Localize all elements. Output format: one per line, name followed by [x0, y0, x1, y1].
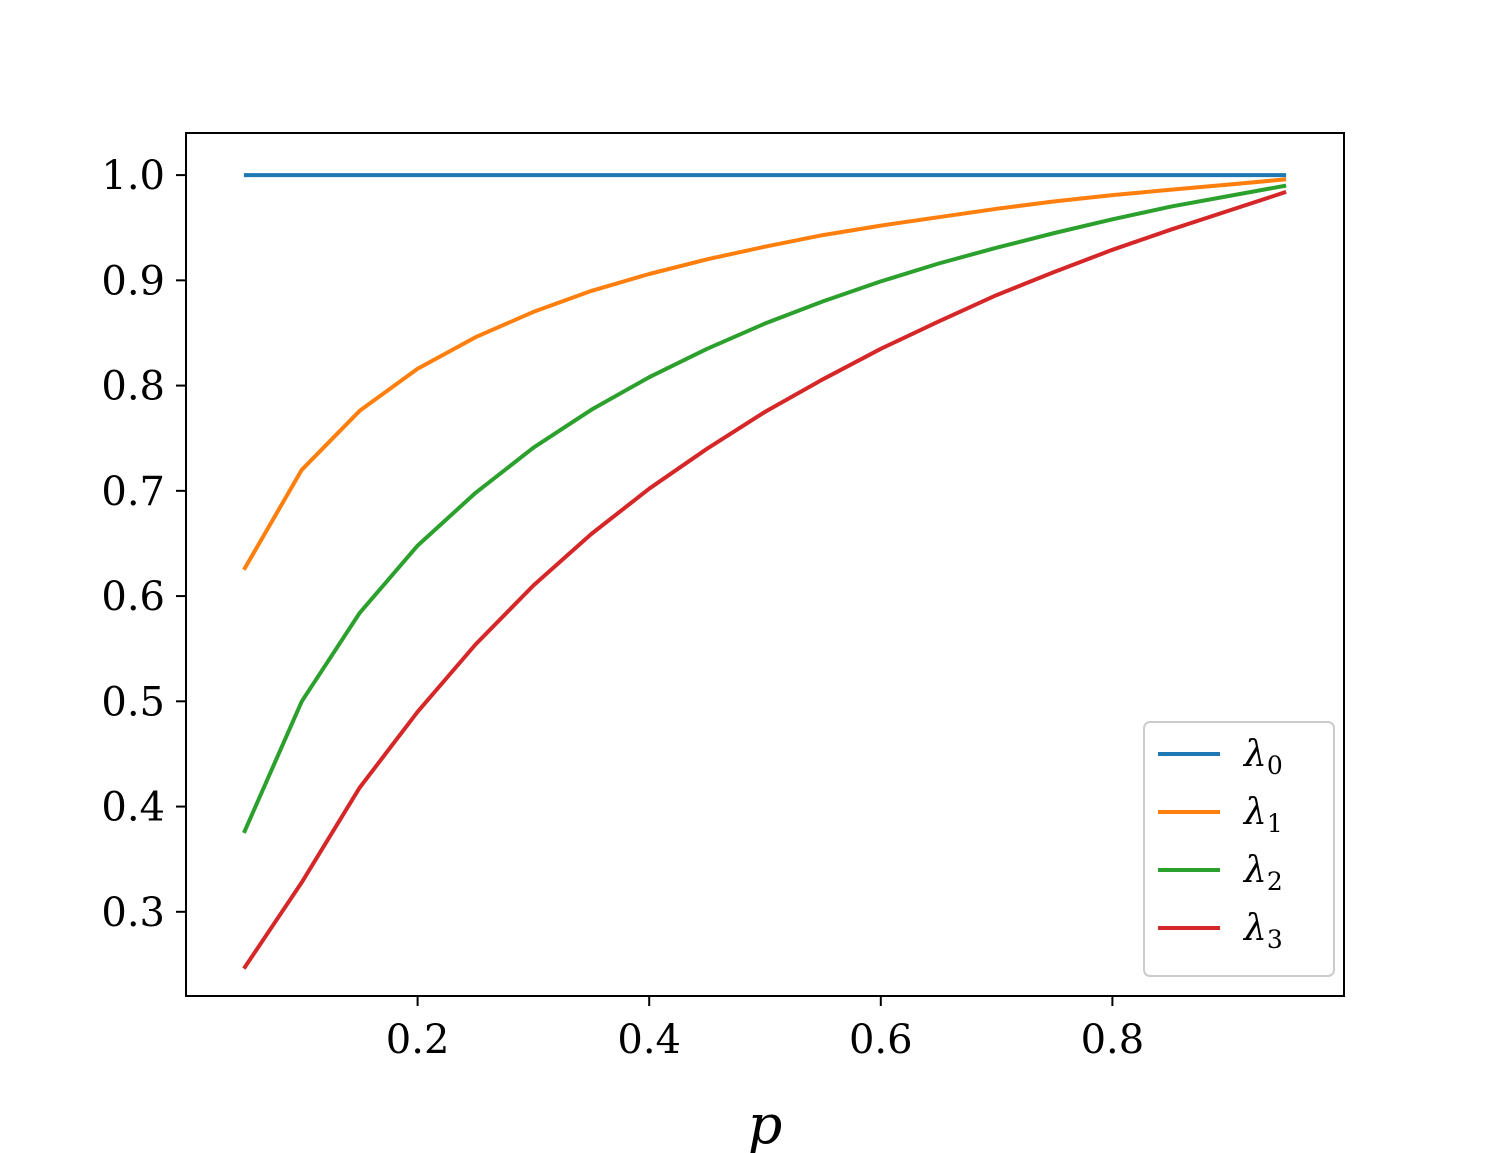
legend-label: λ3: [1242, 908, 1283, 954]
legend-label: λ2: [1242, 850, 1283, 896]
legend: λ0 λ1 λ2 λ3: [1143, 721, 1335, 977]
series-line-3: [242, 189, 1287, 970]
x-tick-label: 0.6: [849, 1017, 913, 1063]
series-layer: [242, 173, 1287, 970]
y-tick-label: 0.7: [101, 469, 165, 515]
x-axis-ticks: 0.2 0.4 0.6 0.8: [386, 996, 1144, 1063]
legend-label: λ1: [1242, 792, 1283, 838]
y-tick-label: 0.6: [101, 574, 165, 620]
y-tick-label: 1.0: [101, 153, 165, 199]
legend-label: λ0: [1242, 734, 1283, 780]
x-tick-label: 0.4: [617, 1017, 681, 1063]
y-tick-label: 0.4: [101, 785, 165, 831]
y-tick-label: 0.3: [101, 890, 165, 936]
y-axis-ticks: 0.3 0.4 0.5 0.6 0.7 0.8 0.9 1.0: [101, 153, 186, 936]
plot-frame: [185, 132, 1345, 997]
legend-box: [1143, 721, 1335, 977]
y-tick-label: 0.5: [101, 679, 165, 725]
x-tick-label: 0.2: [386, 1017, 450, 1063]
series-line-2: [242, 183, 1287, 834]
x-axis-label: p: [748, 1093, 783, 1153]
y-tick-label: 0.9: [101, 258, 165, 304]
series-line-1: [242, 177, 1287, 571]
y-tick-label: 0.8: [101, 364, 165, 410]
x-tick-label: 0.8: [1081, 1017, 1145, 1063]
